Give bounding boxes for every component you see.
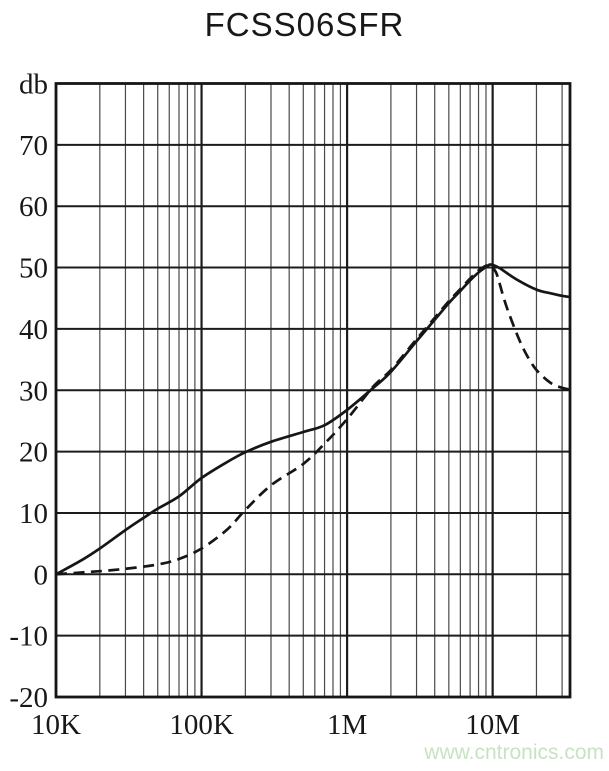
x-axis-tick-label: 10K [31, 709, 81, 741]
x-axis-tick-label: 10M [465, 709, 520, 741]
y-axis-tick-label: 60 [19, 191, 48, 223]
x-axis-tick-label: 1M [327, 709, 367, 741]
y-axis-tick-label: 40 [19, 314, 48, 346]
x-axis-tick-label: 100K [169, 709, 234, 741]
y-axis-tick-label: 70 [19, 130, 48, 162]
y-axis-tick-label: 20 [19, 437, 48, 469]
y-axis-unit-label: db [19, 69, 48, 101]
y-axis-tick-label: -20 [9, 682, 48, 714]
plot-border [54, 82, 572, 699]
dashed-curve [55, 263, 571, 576]
y-axis-tick-label: -10 [9, 621, 48, 653]
watermark-text: www.cntronics.com [424, 741, 604, 764]
y-axis-tick-label: 30 [19, 375, 48, 407]
y-axis-tick-label: 0 [34, 559, 49, 591]
chart-title: FCSS06SFR [204, 6, 405, 43]
y-axis-tick-label: 50 [19, 253, 48, 285]
y-axis-tick-label: 10 [19, 498, 48, 530]
